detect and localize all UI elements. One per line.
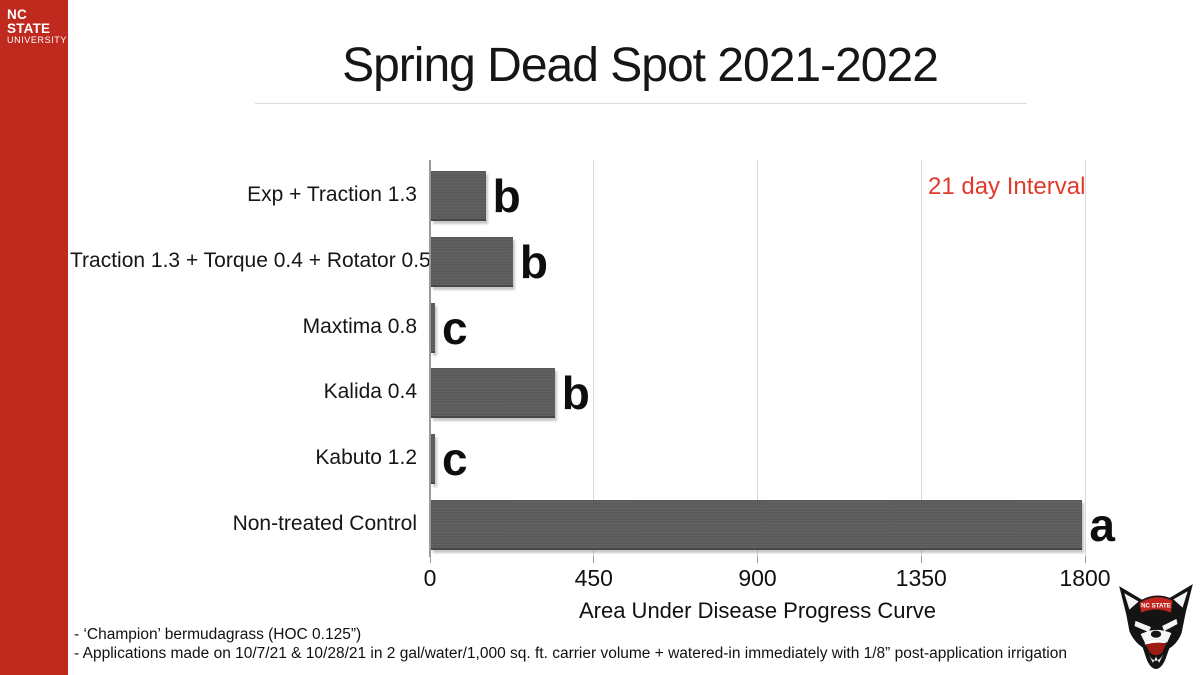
category-label: Kalida 0.4 bbox=[323, 380, 417, 404]
title-divider bbox=[255, 103, 1027, 104]
x-tick-label: 1800 bbox=[1059, 565, 1111, 591]
x-tick bbox=[429, 556, 431, 563]
significance-letter: c bbox=[442, 301, 468, 354]
category-label: Kabuto 1.2 bbox=[315, 446, 417, 470]
footnote-line2: - Applications made on 10/7/21 & 10/28/2… bbox=[74, 645, 1067, 662]
significance-letter: b bbox=[561, 367, 590, 420]
category-labels: Exp + Traction 1.3 Traction 1.3 + Torque … bbox=[70, 160, 431, 556]
x-tick bbox=[920, 556, 922, 563]
category-label: Maxtima 0.8 bbox=[302, 314, 417, 338]
wolf-mascot-icon: NC STATE bbox=[1119, 584, 1193, 669]
interval-annotation: 21 day Interval bbox=[928, 173, 1086, 200]
svg-text:NC STATE: NC STATE bbox=[1141, 603, 1171, 610]
bar bbox=[431, 236, 513, 287]
category-label: Non-treated Control bbox=[232, 512, 417, 535]
bar bbox=[431, 171, 486, 221]
category-label: Traction 1.3 + Torque 0.4 + Rotator 0.5 bbox=[70, 248, 431, 272]
gridline bbox=[920, 160, 922, 556]
gridline bbox=[757, 160, 758, 556]
category-label: Exp + Traction 1.3 bbox=[247, 183, 417, 206]
gridline bbox=[593, 160, 595, 556]
x-tick bbox=[593, 556, 595, 563]
bar bbox=[431, 434, 435, 485]
nc-state-sidebar: NC STATE UNIVERSITY bbox=[0, 0, 68, 675]
brand-line1: NC STATE bbox=[7, 7, 51, 37]
x-tick bbox=[757, 556, 758, 563]
bar bbox=[431, 368, 555, 419]
x-tick-label: 900 bbox=[738, 565, 777, 591]
significance-letter: b bbox=[492, 170, 521, 222]
plot-area: 0 450 900 1350 1800 b b c b c a bbox=[424, 160, 1115, 591]
significance-letter: b bbox=[519, 235, 548, 288]
gridline bbox=[1084, 160, 1086, 556]
x-tick-label: 1350 bbox=[895, 565, 947, 591]
x-tick bbox=[1084, 556, 1086, 563]
slide-title: Spring Dead Spot 2021-2022 bbox=[342, 39, 939, 92]
footnotes: - ‘Champion’ bermudagrass (HOC 0.125”) -… bbox=[74, 625, 1067, 663]
significance-letter: c bbox=[442, 433, 468, 486]
x-tick-label: 450 bbox=[574, 565, 613, 591]
footnote-line1: - ‘Champion’ bermudagrass (HOC 0.125”) bbox=[74, 626, 362, 643]
x-axis-label: Area Under Disease Progress Curve bbox=[578, 598, 937, 623]
x-tick-label: 0 bbox=[423, 565, 437, 591]
bar bbox=[431, 302, 435, 353]
y-axis-line bbox=[429, 160, 431, 557]
nc-state-wordmark: NC STATE UNIVERSITY bbox=[7, 7, 68, 46]
brand-line2: UNIVERSITY bbox=[7, 35, 68, 46]
bar bbox=[431, 500, 1083, 550]
significance-letter: a bbox=[1089, 499, 1115, 551]
